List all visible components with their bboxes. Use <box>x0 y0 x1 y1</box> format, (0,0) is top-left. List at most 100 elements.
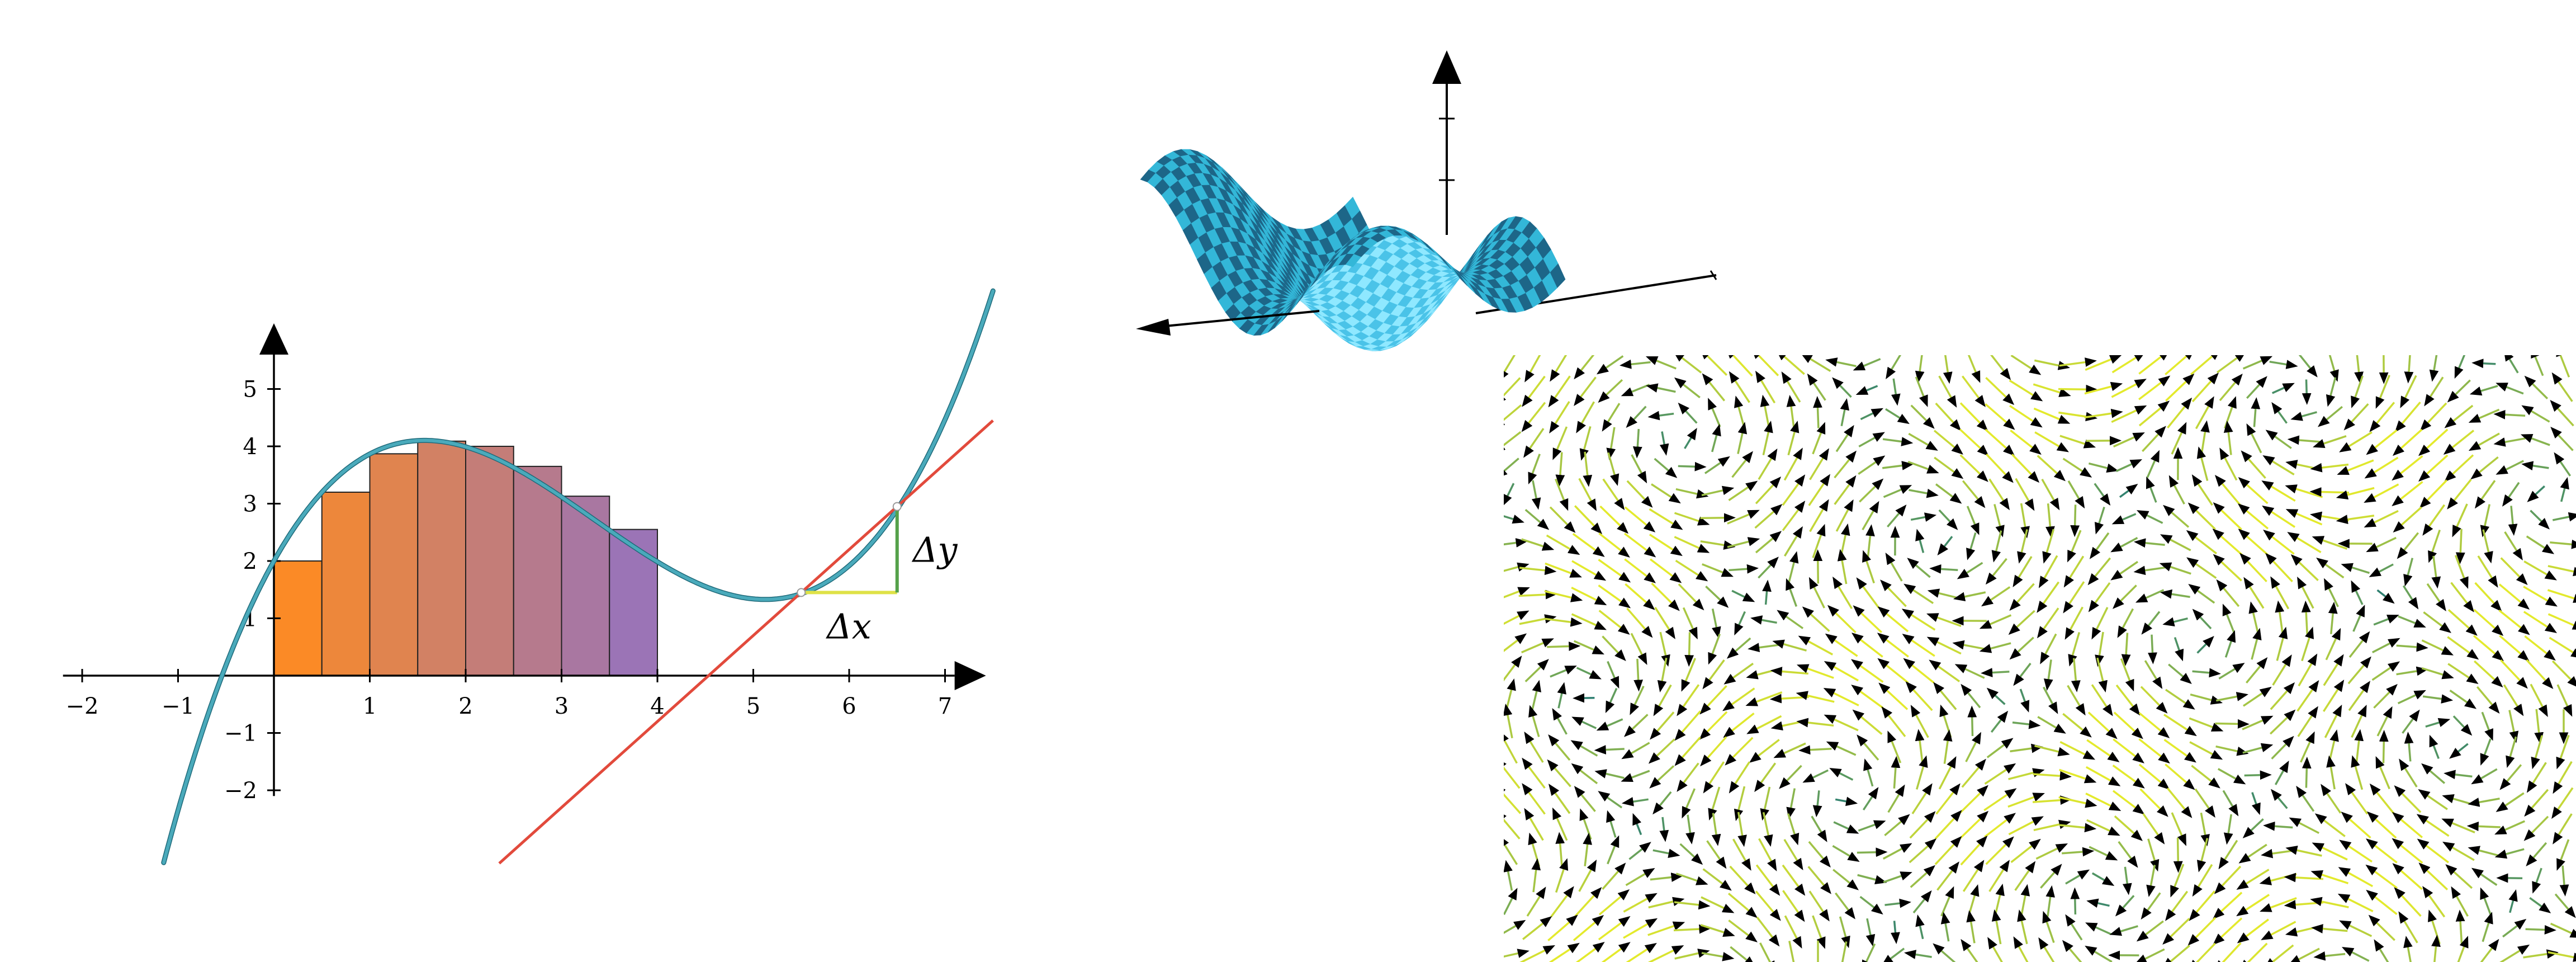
vector-arrow <box>2560 477 2569 502</box>
vector-arrow <box>2219 447 2238 481</box>
vector-arrow <box>2110 537 2138 553</box>
vector-arrow <box>2354 729 2364 765</box>
vector-arrow <box>2237 918 2269 944</box>
vector-arrow <box>2251 397 2261 427</box>
vector-arrow <box>1754 762 1777 793</box>
vector-arrow <box>2118 841 2138 868</box>
vector-arrow <box>1915 729 1925 765</box>
vector-arrow <box>1547 759 1571 787</box>
vector-arrow <box>1659 631 1670 667</box>
vector-arrow <box>1555 832 1565 867</box>
vector-arrow <box>1602 635 1626 662</box>
vector-arrow <box>2530 683 2548 718</box>
vector-arrow <box>2142 813 2165 845</box>
vector-arrow <box>1727 537 1760 548</box>
vector-arrow <box>2466 822 2501 831</box>
vector-arrow <box>2399 758 2418 787</box>
vector-arrow <box>2239 553 2267 583</box>
vector-arrow <box>2397 532 2419 559</box>
vector-arrow <box>2191 372 2219 403</box>
vector-arrow <box>2085 793 2122 811</box>
vector-arrow <box>1933 682 1957 710</box>
vector-arrow <box>1929 564 1958 574</box>
vector-arrow <box>2508 710 2519 743</box>
vector-arrow <box>1877 606 1909 633</box>
vector-arrow <box>2429 734 2440 760</box>
vector-arrow <box>2186 530 2217 555</box>
vector-arrow <box>2367 811 2397 839</box>
vector-arrow <box>2010 743 2043 753</box>
vector-arrow <box>2526 842 2547 867</box>
vector-arrow <box>1856 577 1880 609</box>
vector-arrow <box>2314 813 2346 837</box>
vector-arrow <box>2187 917 2217 946</box>
vector-arrow <box>2366 536 2397 553</box>
x-axis-arrow <box>954 661 986 690</box>
vector-arrow <box>1990 355 2011 380</box>
vector-arrow <box>2296 680 2319 712</box>
vector-arrow <box>1524 355 1541 383</box>
vector-arrow <box>1522 375 1546 407</box>
vector-arrow <box>1915 529 1925 553</box>
vector-arrow <box>1504 431 1522 454</box>
vector-arrow <box>2042 529 2055 564</box>
vector-arrow <box>1674 377 1701 399</box>
vector-arrow <box>1943 729 1953 764</box>
vector-arrow <box>1883 485 1912 498</box>
vector-arrow <box>1933 943 1956 962</box>
x-axis-3d-line <box>1159 310 1320 328</box>
vector-arrow <box>2296 785 2315 812</box>
vector-arrow <box>2323 680 2345 712</box>
vector-arrow <box>1737 422 1748 454</box>
vector-arrow <box>1966 532 1977 560</box>
vector-arrow <box>1504 355 1516 382</box>
vector-arrow <box>2470 456 2499 480</box>
vector-arrow <box>2524 375 2549 400</box>
vector-arrow <box>2469 385 2498 396</box>
vector-arrow <box>2062 847 2095 857</box>
vector-arrow <box>2508 889 2518 913</box>
vector-arrow <box>1594 745 1625 754</box>
vector-arrow <box>2214 474 2241 506</box>
vector-arrow <box>2549 636 2576 659</box>
vector-arrow <box>1504 633 1527 652</box>
vector-arrow <box>2532 867 2542 894</box>
vector-arrow <box>2371 661 2400 681</box>
vector-arrow <box>2328 355 2339 382</box>
vector-arrow <box>2339 431 2373 452</box>
vector-arrow <box>1981 586 2011 607</box>
vector-arrow <box>1528 454 1541 485</box>
vector-arrow <box>2045 503 2055 539</box>
vector-arrow <box>1782 474 1806 506</box>
vector-arrow <box>1878 682 1909 710</box>
vector-arrow <box>2551 660 2576 688</box>
vector-arrow <box>1812 422 1826 455</box>
vector-arrow <box>2033 407 2071 424</box>
vector-arrow <box>2452 503 2468 537</box>
vector-arrow <box>2502 482 2520 507</box>
vector-arrow <box>2067 530 2082 563</box>
vector-arrow <box>1549 506 1576 533</box>
vector-arrow <box>2261 480 2296 502</box>
vector-arrow <box>1620 359 1651 369</box>
vector-arrow <box>2244 770 2272 780</box>
vector-arrow <box>1701 485 1735 497</box>
vector-arrow <box>2559 865 2569 897</box>
vector-arrow <box>2341 563 2370 574</box>
vector-arrow <box>2500 659 2528 689</box>
vector-arrow <box>1648 738 1675 764</box>
vector-arrow <box>1630 686 1645 715</box>
vector-arrow <box>2493 409 2526 419</box>
vector-arrow <box>1702 563 1734 577</box>
vector-arrow <box>1544 590 1583 602</box>
vector-arrow <box>2071 658 2081 692</box>
vector-arrow <box>2351 755 2364 790</box>
vector-arrow <box>1812 524 1826 558</box>
vector-arrow <box>1811 815 1827 842</box>
vector-arrow <box>2062 940 2082 962</box>
vector-arrow <box>2457 936 2469 962</box>
vector-arrow <box>2474 660 2503 688</box>
vector-arrow <box>1632 428 1642 459</box>
vector-arrow <box>2262 455 2295 475</box>
